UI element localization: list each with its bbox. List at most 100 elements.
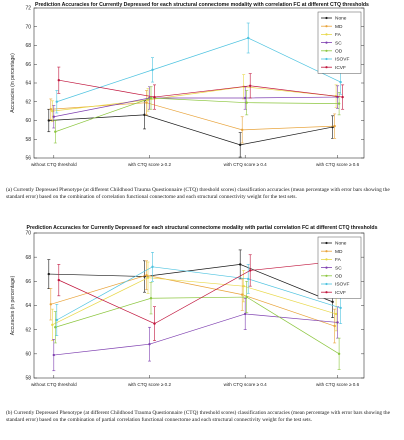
data-point [47,119,50,122]
legend-marker [325,291,328,294]
data-point [145,101,148,104]
data-point [239,143,242,147]
series-line-icvf [58,79,343,98]
data-point [57,278,60,282]
y-tick-label: 60 [25,118,31,124]
data-point [47,272,50,276]
y-tick-label: 64 [25,81,31,87]
y-axis-label: Accuracies (in percentage) [10,53,16,113]
data-point [244,96,247,100]
chart-title-a: Prediction Accuracies for Currently Depr… [35,2,369,8]
y-tick-label: 60 [25,352,31,358]
series-line-fa [52,86,337,112]
data-point [49,108,52,111]
legend-marker [325,66,328,69]
y-tick-label: 68 [25,255,31,261]
legend-label: SC [335,40,342,46]
series-line-od [55,296,340,355]
data-point [339,306,342,310]
legend-label: None [335,241,347,247]
data-point [241,128,244,132]
y-tick-label: 68 [25,43,31,49]
y-tick-label: 70 [25,24,31,30]
data-point [337,352,341,356]
x-tick-label: without CTQ threshold [31,162,77,167]
legend-marker [325,250,328,253]
legend-label: OD [335,49,343,55]
data-point [153,95,156,99]
legend-marker [325,266,328,269]
data-point [244,312,247,316]
legend-marker [325,33,328,36]
data-point [245,101,248,104]
y-tick-label: 70 [25,231,31,237]
legend-marker [325,41,328,44]
data-point [331,300,334,304]
data-point [242,284,245,288]
series-line-md [50,274,335,327]
series-line-fa [52,277,337,326]
x-tick-label: with CTQ score ≥ 0.6 [316,162,360,167]
data-point [57,78,60,82]
legend-label: ISOVF [335,282,349,288]
legend-label: MD [335,24,343,30]
chart-title-b: Prediction Accuracies for Currently Depr… [26,225,378,231]
legend-label: SC [335,265,342,271]
legend-marker [325,258,328,261]
x-tick-label: with CTQ score ≥ 0.2 [128,162,172,167]
series-line-none [48,264,333,303]
y-tick-label: 66 [25,279,31,285]
data-point [52,353,55,357]
data-point [153,322,156,325]
series-line-sc [53,96,338,118]
legend-label: None [335,16,347,22]
data-point [151,265,154,269]
data-point [52,115,55,118]
data-point [239,263,242,266]
data-point [334,312,338,316]
legend-label: FA [335,257,342,263]
data-point [333,124,336,128]
data-point [149,96,153,100]
data-point [55,318,58,322]
legend-label: ICVF [335,65,346,71]
legend-label: ISOVF [335,57,349,63]
data-point [54,326,57,329]
series-line-isovf [56,266,341,321]
data-point [333,324,336,328]
legend-label: ICVF [335,290,346,296]
y-tick-label: 62 [25,327,31,333]
legend-label: FA [335,32,342,38]
data-point [54,130,57,133]
data-point [55,100,58,103]
series-line-isovf [56,37,341,103]
data-point [151,68,154,72]
data-point [49,303,52,306]
data-point [249,269,252,272]
y-tick-label: 66 [25,62,31,68]
series-line-none [48,114,333,146]
x-tick-label: with CTQ score ≥ 0.4 [224,382,268,387]
series-line-sc [53,313,338,356]
legend-marker [325,16,328,20]
data-point [145,274,148,277]
data-point [247,277,250,281]
y-tick-label: 58 [25,376,31,382]
series-line-od [55,97,340,133]
series-line-icvf [58,260,343,325]
data-point [51,109,54,113]
legend-marker [325,241,328,245]
caption-a: (a) Currently Depressed Phenotype (at di… [6,187,390,201]
x-tick-label: with CTQ score ≥ 0.6 [316,382,360,387]
data-point [148,342,151,346]
y-tick-label: 56 [25,156,31,162]
legend-marker [325,274,328,277]
data-point [245,295,248,299]
data-point [336,321,339,324]
legend-marker [325,49,328,52]
data-point [146,276,150,279]
legend-label: MD [335,249,343,255]
data-point [241,293,244,296]
y-axis-label: Accuracies (in percentage) [10,275,16,335]
